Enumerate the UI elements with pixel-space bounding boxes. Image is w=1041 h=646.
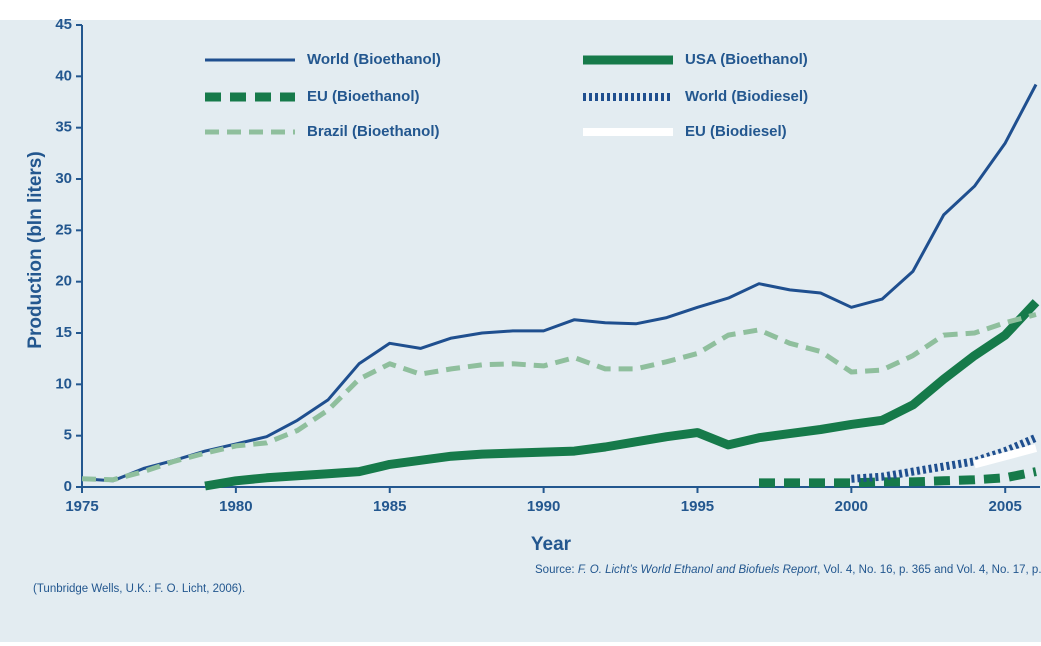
legend-label: EU (Biodiesel) [685,123,787,140]
x-tick-label: 1975 [65,498,98,515]
y-axis-label: Production (bln liters) [25,151,46,348]
x-axis-label: Year [531,534,572,555]
y-tick-label: 0 [64,478,72,495]
x-tick-label: 2005 [989,498,1022,515]
x-tick-label: 1990 [527,498,560,515]
legend-label: EU (Bioethanol) [307,88,420,105]
source-title: F. O. Licht’s World Ethanol and Biofuels… [578,564,818,576]
source-rest: , Vol. 4, No. 16, p. 365 and Vol. 4, No.… [817,564,1041,576]
y-tick-label: 30 [55,170,72,187]
series-line [204,299,1040,491]
series-line [973,444,1038,469]
legend-label: Brazil (Bioethanol) [307,123,440,140]
y-tick-label: 25 [55,221,72,238]
legend-label: USA (Bioethanol) [685,51,808,68]
x-tick-label: 1980 [219,498,252,515]
y-tick-label: 45 [55,16,72,33]
legend-label: World (Biodiesel) [685,88,808,105]
x-tick-label: 1995 [681,498,714,515]
source-prefix: Source: [535,564,578,576]
legend-label: World (Bioethanol) [307,51,441,68]
series-line [851,434,1038,483]
y-tick-label: 10 [55,375,72,392]
y-tick-label: 5 [64,427,72,444]
y-tick-label: 35 [55,119,72,136]
source-line-2: (Tunbridge Wells, U.K.: F. O. Licht, 200… [33,583,245,595]
y-tick-label: 40 [55,67,72,84]
series-line [81,83,1038,483]
x-tick-label: 2000 [835,498,868,515]
source-line-1: Source: F. O. Licht’s World Ethanol and … [535,564,1041,576]
x-tick-label: 1985 [373,498,406,515]
series-line [759,467,1037,488]
y-tick-label: 20 [55,273,72,290]
series-line [81,312,1037,483]
y-tick-label: 15 [55,324,72,341]
